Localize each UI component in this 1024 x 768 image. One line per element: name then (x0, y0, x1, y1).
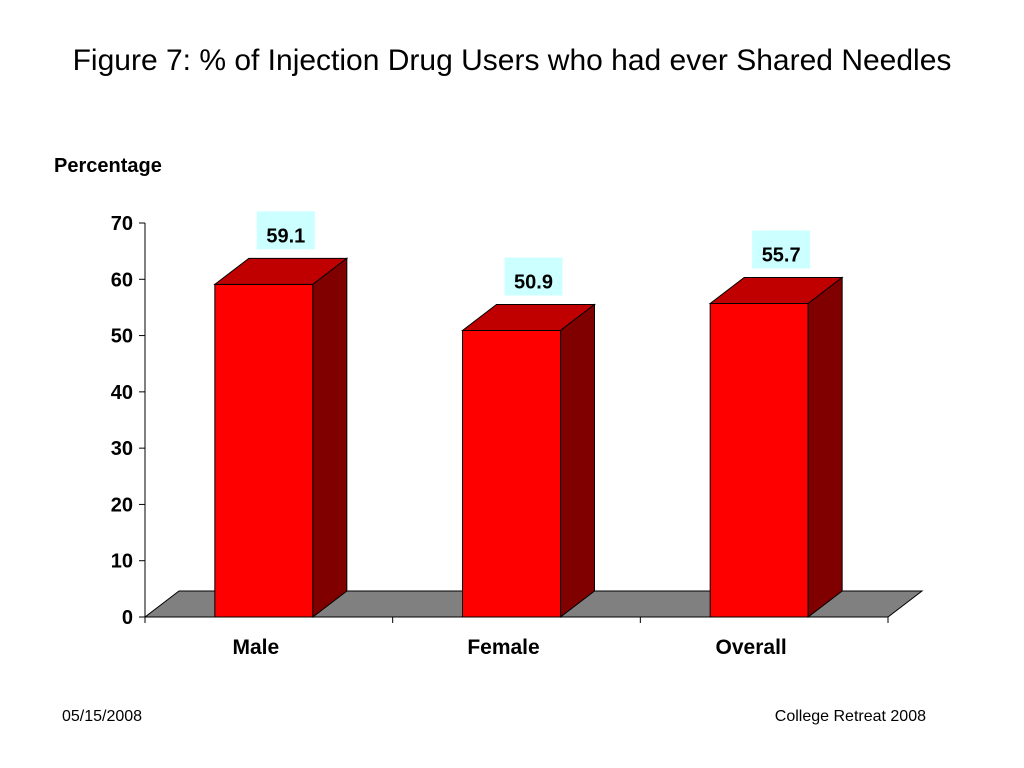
x-category-label: Female (467, 636, 539, 659)
bar-male (213, 257, 349, 619)
bar-side (312, 257, 348, 619)
bar-overall (708, 276, 844, 619)
bar-front (709, 302, 809, 618)
y-tick-label: 30 (111, 438, 133, 460)
footer-date: 05/15/2008 (62, 708, 143, 725)
y-tick-label: 50 (111, 326, 133, 348)
data-label-bg (752, 230, 811, 269)
x-category-label: Male (232, 636, 279, 659)
data-label: 55.7 (762, 244, 801, 266)
y-tick-label: 20 (111, 494, 133, 516)
y-tick-label: 40 (111, 382, 133, 404)
data-label-bg (256, 211, 315, 250)
bar-female (461, 303, 596, 619)
y-tick-label: 70 (111, 213, 133, 235)
chart-title: Figure 7: % of Injection Drug Users who … (72, 44, 952, 77)
bar-front (462, 330, 561, 618)
y-tick-label: 0 (122, 607, 133, 629)
bar-front (214, 283, 314, 618)
data-label: 59.1 (266, 225, 305, 247)
y-axis-label: Percentage (54, 155, 162, 177)
y-tick-label: 10 (111, 551, 133, 573)
bar-side (807, 276, 843, 619)
data-label-bg (504, 257, 563, 296)
x-category-label: Overall (716, 636, 787, 659)
y-tick-label: 60 (111, 269, 133, 291)
data-label: 50.9 (514, 272, 553, 294)
footer-event: College Retreat 2008 (774, 708, 926, 725)
bar-side (560, 303, 595, 619)
